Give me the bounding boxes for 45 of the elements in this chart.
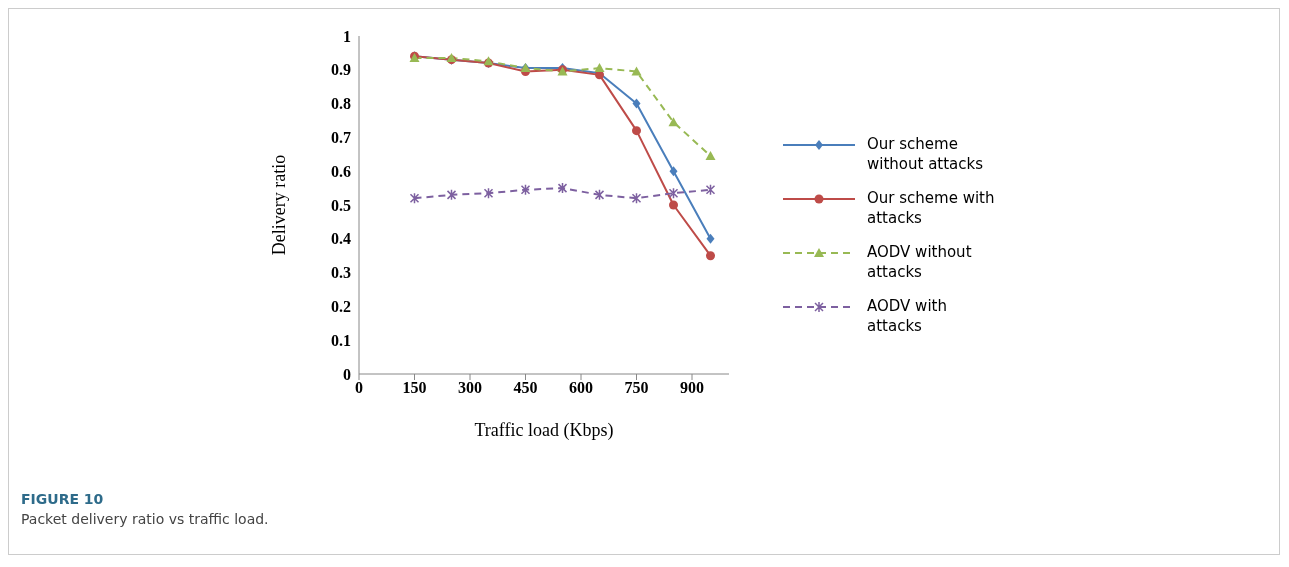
legend-label: Our scheme without attacks: [867, 134, 985, 174]
y-tick-label: 0.2: [331, 298, 351, 316]
point: [632, 126, 641, 136]
y-tick-label: 0: [343, 365, 351, 383]
point: [705, 184, 716, 196]
point: [594, 63, 605, 73]
y-tick-label: 0.8: [331, 95, 351, 113]
y-axis-title: Delivery ratio: [269, 154, 290, 256]
y-tick-label: 0.4: [331, 230, 351, 248]
point: [706, 233, 715, 244]
y-tick-label: 0.9: [331, 61, 351, 79]
point: [706, 251, 715, 261]
legend-label: AODV without attacks: [867, 242, 973, 282]
y-tick-label: 0.1: [331, 331, 351, 349]
x-tick-label: 300: [458, 379, 482, 397]
point: [557, 182, 568, 194]
text: Packet delivery ratio vs traffic load.: [21, 511, 269, 527]
x-tick-label: 900: [680, 379, 704, 397]
y-tick-label: 0.6: [331, 162, 351, 180]
point: [520, 184, 531, 196]
y-tick-label: 0.5: [331, 196, 351, 214]
point: [483, 187, 494, 199]
y-tick-label: 0.7: [331, 129, 351, 147]
y-tick-label: 0.3: [331, 264, 351, 282]
caption: FIGURE 10: [21, 491, 105, 507]
point: [669, 166, 678, 177]
x-axis-title: Traffic load (Kbps): [474, 420, 614, 441]
point: [668, 187, 679, 199]
point: [409, 192, 420, 204]
point: [705, 150, 716, 160]
x-tick-label: 0: [355, 379, 363, 397]
x-tick-label: 450: [513, 379, 538, 397]
x-tick-label: 150: [402, 379, 427, 397]
point: [669, 200, 678, 210]
point: [631, 192, 642, 204]
point: [632, 98, 641, 109]
point: [446, 189, 457, 201]
y-tick-label: 1: [343, 27, 351, 45]
legend-label: Our scheme with attacks: [867, 188, 996, 228]
legend-label: AODV with attacks: [867, 296, 948, 336]
point: [631, 66, 642, 76]
point: [668, 117, 679, 127]
x-tick-label: 600: [569, 379, 593, 397]
x-tick-label: 750: [624, 379, 649, 397]
point: [594, 189, 605, 201]
